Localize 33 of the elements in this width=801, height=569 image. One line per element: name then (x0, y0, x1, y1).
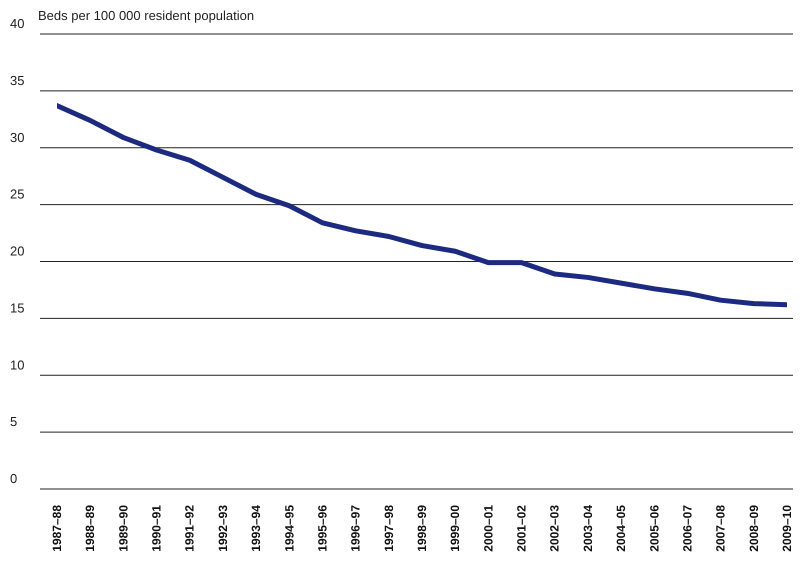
x-tick-label: 2007–08 (714, 504, 728, 552)
y-tick-label: 25 (10, 186, 24, 202)
x-tick-label: 2009–10 (780, 504, 794, 552)
y-tick-label: 0 (10, 471, 18, 486)
y-tick-label: 20 (10, 244, 24, 258)
y-axis-title: Beds per 100 000 resident population (38, 8, 254, 23)
x-tick-label: 2006–07 (680, 504, 694, 552)
y-tick-label: 40 (10, 16, 24, 31)
y-tick-label: 5 (10, 414, 18, 430)
x-tick-label: 2002–03 (548, 504, 562, 552)
x-tick-label: 1993–94 (249, 504, 264, 552)
x-tick-label: 2004–05 (614, 504, 628, 552)
x-tick-label: 1997–98 (382, 504, 396, 552)
y-tick-label: 10 (10, 357, 24, 372)
x-tick-label: 1992–93 (216, 504, 230, 552)
x-tick-label: 1991–92 (182, 504, 197, 552)
x-tick-label: 1989–90 (116, 504, 130, 552)
x-tick-label: 1998–99 (415, 504, 429, 552)
x-tick-label: 1990–91 (150, 504, 164, 552)
x-tick-label: 1987–88 (50, 504, 64, 552)
x-tick-label: 2008–09 (746, 504, 761, 552)
x-tick-label: 2003–04 (580, 504, 595, 552)
x-tick-label: 1999–00 (448, 504, 462, 552)
x-tick-label: 2005–06 (647, 504, 662, 552)
x-tick-label: 2000–01 (481, 504, 496, 552)
y-tick-label: 15 (10, 300, 24, 316)
y-tick-label: 35 (10, 72, 24, 88)
x-tick-label: 1995–96 (315, 504, 330, 552)
x-tick-label: 1996–97 (348, 504, 363, 552)
x-tick-label: 1994–95 (282, 504, 296, 552)
x-tick-label: 2001–02 (514, 504, 529, 552)
y-tick-label: 30 (10, 130, 24, 145)
x-tick-label: 1988–89 (83, 504, 98, 552)
